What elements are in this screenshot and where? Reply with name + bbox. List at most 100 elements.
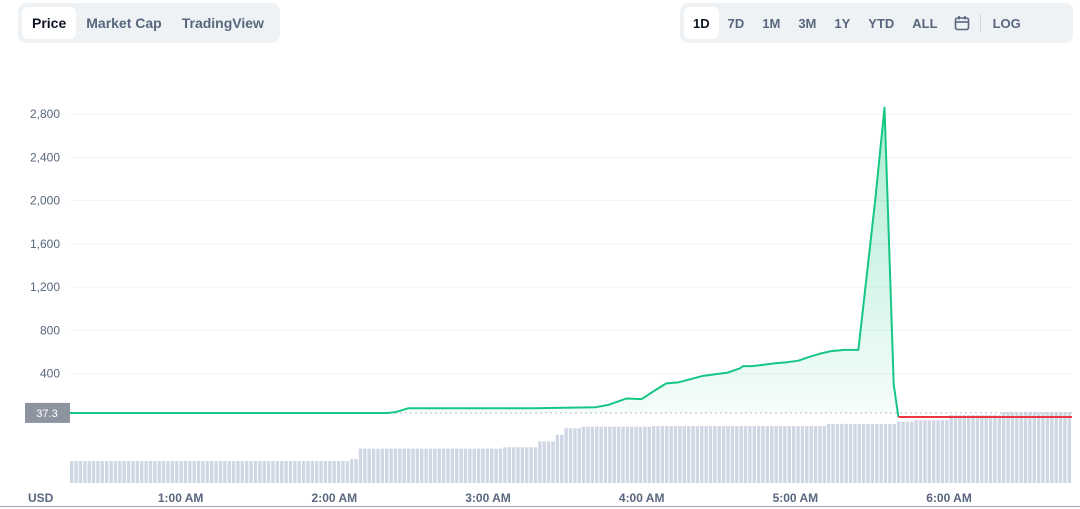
- volume-bar: [135, 461, 140, 483]
- volume-bar: [280, 461, 284, 483]
- volume-bar: [621, 426, 625, 483]
- volume-bar: [813, 426, 818, 483]
- price-tag-label: 37.3: [36, 408, 57, 420]
- volume-bar: [411, 448, 415, 483]
- volume-bar: [341, 461, 345, 483]
- range-ytd[interactable]: YTD: [868, 15, 895, 31]
- volume-bar: [761, 426, 765, 483]
- volume-bar: [420, 448, 424, 483]
- volume-bar: [805, 426, 809, 483]
- volume-bar: [109, 461, 113, 483]
- volume-bar: [835, 423, 840, 483]
- volume-bar: [319, 461, 323, 483]
- tab-market-cap[interactable]: Market Cap: [86, 15, 162, 31]
- volume-bar: [984, 415, 988, 483]
- volume-bar: [74, 461, 78, 483]
- volume-bar: [249, 461, 253, 483]
- currency-label: USD: [28, 491, 54, 505]
- volume-bar: [739, 426, 743, 483]
- volume-bar: [161, 461, 166, 483]
- volume-bar: [936, 420, 940, 483]
- volume-bar: [595, 426, 599, 483]
- volume-bar: [647, 426, 651, 483]
- volume-bar: [529, 447, 533, 483]
- range-1y[interactable]: 1Y: [834, 15, 851, 31]
- volume-bar: [538, 441, 542, 483]
- chart-type-tabs: Price Market Cap TradingView: [18, 3, 280, 43]
- volume-bar: [179, 461, 183, 483]
- volume-bar: [271, 461, 275, 483]
- volume-bar: [586, 426, 590, 483]
- y-tick-label: 1,600: [30, 237, 60, 251]
- price-area-fill: [70, 107, 899, 413]
- log-scale-toggle[interactable]: LOG: [992, 15, 1021, 31]
- volume-bar: [603, 426, 608, 483]
- volume-bar: [140, 461, 144, 483]
- volume-bar: [560, 434, 564, 483]
- volume-bar: [236, 461, 240, 483]
- volume-bar: [787, 426, 791, 483]
- volume-bar: [953, 415, 958, 483]
- volume-bar: [83, 461, 87, 483]
- volume-bar: [717, 426, 721, 483]
- volume-bar: [511, 447, 516, 483]
- time-range-tabs: 1D 7D 1M 3M 1Y YTD ALL LOG: [680, 3, 1073, 43]
- volume-bar: [463, 448, 468, 483]
- y-tick-label: 1,200: [30, 280, 60, 294]
- volume-bar: [993, 415, 997, 483]
- volume-bar: [498, 448, 503, 483]
- volume-bar: [616, 426, 621, 483]
- y-tick-label: 2,800: [30, 107, 60, 121]
- volume-bar: [446, 448, 450, 483]
- volume-bar: [923, 420, 927, 483]
- tab-tradingview[interactable]: TradingView: [181, 15, 264, 31]
- volume-bar: [87, 461, 91, 483]
- x-tick-label: 4:00 AM: [619, 491, 665, 505]
- volume-bar: [345, 461, 350, 483]
- volume-bar: [183, 461, 188, 483]
- volume-bar: [428, 448, 433, 483]
- volume-bar: [870, 423, 875, 483]
- volume-bar: [1054, 412, 1058, 483]
- volume-bar: [105, 461, 109, 483]
- volume-bar: [1023, 412, 1028, 483]
- y-tick-label: 2,000: [30, 194, 60, 208]
- range-1d[interactable]: 1D: [684, 7, 719, 39]
- volume-bar: [568, 428, 573, 483]
- volume-bar: [363, 448, 367, 483]
- volume-bar: [665, 426, 669, 483]
- volume-bar: [525, 447, 529, 483]
- range-3m[interactable]: 3M: [798, 15, 817, 31]
- calendar-icon[interactable]: [947, 7, 977, 39]
- volume-bar: [1006, 412, 1010, 483]
- volume-bar: [630, 426, 634, 483]
- volume-bar: [848, 423, 853, 483]
- volume-bar: [1037, 412, 1041, 483]
- volume-bar: [901, 421, 905, 483]
- volume-bar: [796, 426, 800, 483]
- volume-bar: [192, 461, 196, 483]
- volume-bar: [153, 461, 157, 483]
- range-all[interactable]: ALL: [912, 15, 938, 31]
- volume-bar: [205, 461, 210, 483]
- volume-bar: [1001, 412, 1006, 483]
- range-1m[interactable]: 1M: [762, 15, 781, 31]
- volume-bar: [266, 461, 271, 483]
- volume-bar: [625, 426, 630, 483]
- volume-bar: [468, 448, 472, 483]
- volume-bar: [695, 426, 700, 483]
- volume-bar: [385, 448, 389, 483]
- volume-bar: [323, 461, 328, 483]
- x-tick-label: 2:00 AM: [312, 491, 358, 505]
- y-tick-label: 400: [40, 367, 60, 381]
- volume-bar: [253, 461, 258, 483]
- volume-bar: [599, 426, 603, 483]
- volume-bar: [520, 447, 525, 483]
- tab-price[interactable]: Price: [22, 7, 77, 39]
- bottom-border: [0, 506, 1080, 507]
- range-7d[interactable]: 7D: [727, 15, 745, 31]
- volume-bar: [393, 448, 398, 483]
- price-line-up: [70, 106, 900, 418]
- volume-bar: [669, 426, 673, 483]
- volume-bar: [879, 423, 883, 483]
